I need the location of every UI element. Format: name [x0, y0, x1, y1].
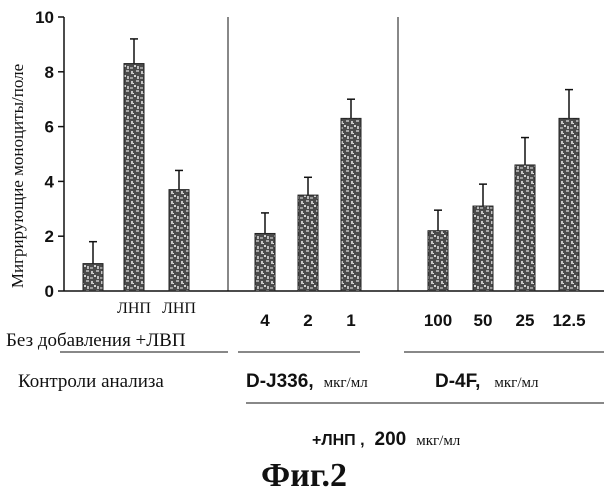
- row1-left-label: Без добавления +ЛВП: [6, 330, 186, 351]
- bar-5: [341, 118, 361, 291]
- ldl-prefix: +ЛНП ,: [312, 432, 365, 449]
- y-tick-label-0: 0: [45, 282, 54, 301]
- x-tick-label-3: 4: [260, 311, 270, 330]
- d4f-label: D-4F, мкг/мл: [435, 371, 539, 392]
- d-j336-name: D-J336,: [246, 371, 314, 392]
- y-tick-label-1: 2: [45, 227, 54, 246]
- y-tick-label-3: 6: [45, 118, 54, 137]
- x-tick-label-7: 50: [474, 311, 493, 330]
- bar-6: [428, 231, 448, 291]
- bar-4: [298, 195, 318, 291]
- y-tick-labels: 0 2 4 6 8 10: [35, 8, 54, 301]
- row2-left-label: Контроли анализа: [18, 371, 164, 392]
- y-ticks: [58, 17, 64, 291]
- d-j336-label: D-J336, мкг/мл: [246, 371, 368, 392]
- figure-caption: Фиг.2: [261, 457, 347, 494]
- ldl-dose: 200: [375, 429, 407, 450]
- bar-8: [515, 165, 535, 291]
- x-tick-label-9: 12.5: [552, 311, 585, 330]
- x-tick-label-2: ЛНП: [162, 300, 196, 317]
- x-tick-label-8: 25: [516, 311, 535, 330]
- bars: [83, 64, 579, 291]
- bar-0: [83, 264, 103, 291]
- bar-3: [255, 233, 275, 291]
- d4f-unit: мкг/мл: [494, 375, 539, 391]
- ldl-dose-label: +ЛНП , 200 мкг/мл: [312, 429, 461, 450]
- x-tick-label-1: ЛНП: [117, 300, 151, 317]
- y-axis-title: Мигрирующие моноциты/поле: [8, 64, 27, 288]
- y-tick-label-2: 4: [45, 172, 55, 191]
- y-tick-label-5: 10: [35, 8, 54, 27]
- bar-9: [559, 118, 579, 291]
- x-tick-label-5: 1: [346, 311, 355, 330]
- x-tick-label-6: 100: [424, 311, 452, 330]
- bar-7: [473, 206, 493, 291]
- bar-2: [169, 190, 189, 291]
- x-tick-label-4: 2: [303, 311, 312, 330]
- ldl-unit: мкг/мл: [416, 433, 461, 449]
- d-j336-unit: мкг/мл: [324, 375, 369, 391]
- x-tick-labels: ЛНП ЛНП 4 2 1 100 50 25 12.5: [117, 300, 586, 330]
- d4f-name: D-4F,: [435, 371, 480, 392]
- y-tick-label-4: 8: [45, 63, 54, 82]
- error-bars: [89, 39, 573, 264]
- bar-1: [124, 64, 144, 291]
